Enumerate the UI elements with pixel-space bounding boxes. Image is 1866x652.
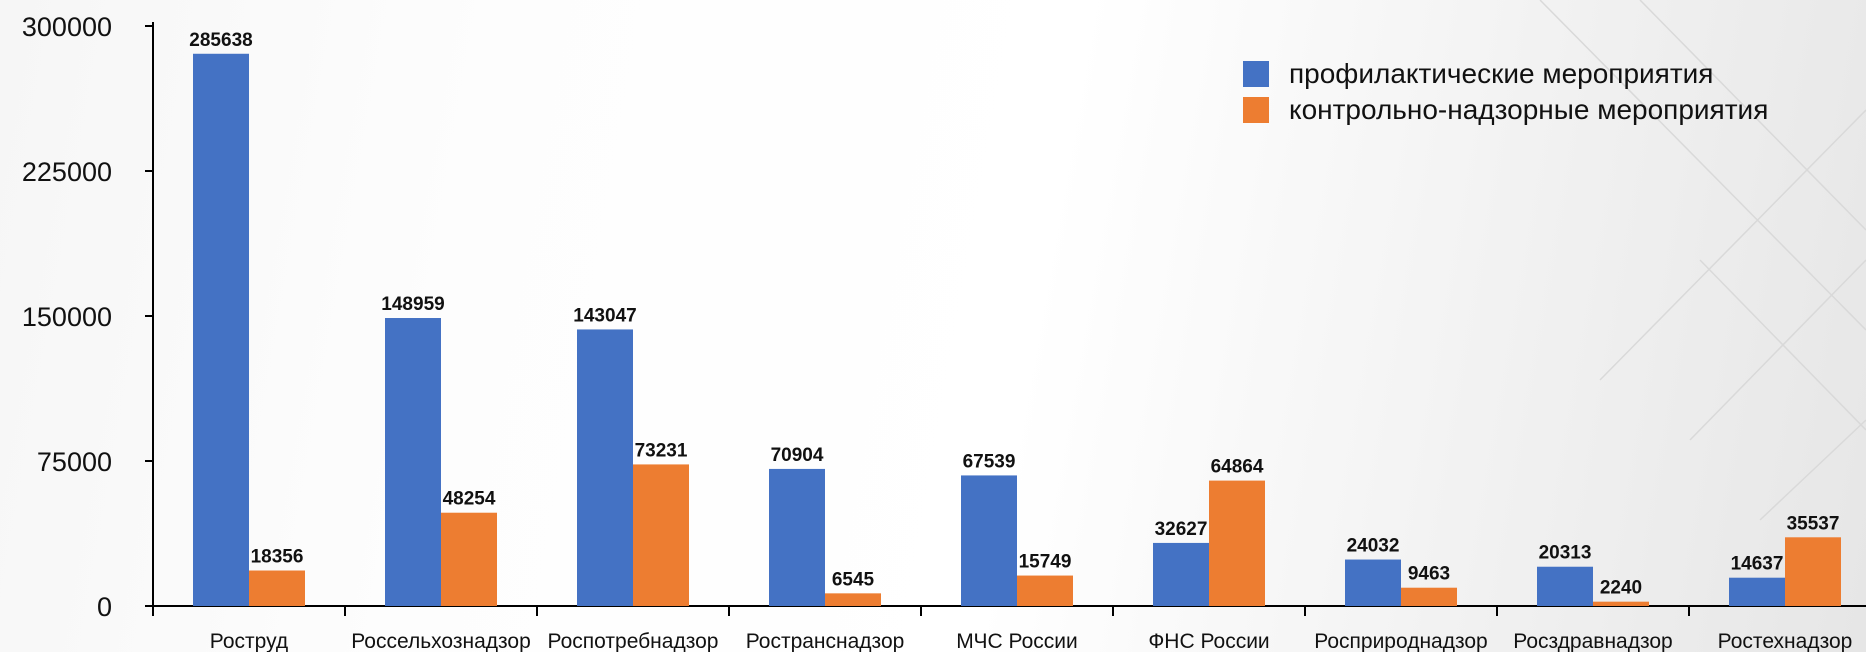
data-label: 143047 [573,305,636,326]
bar-control [441,512,497,606]
data-label: 73231 [635,440,688,461]
bar-control [1017,575,1073,606]
data-label: 35537 [1787,513,1840,534]
bar-control [825,593,881,606]
bar-preventive [1153,542,1209,606]
background-pattern [1539,0,1866,521]
data-label: 6545 [832,569,875,590]
y-tick-label: 0 [97,592,112,622]
bar-control [249,570,305,606]
y-tick-label: 75000 [37,447,112,477]
bar-preventive [1345,559,1401,606]
bar-preventive [1729,577,1785,606]
data-label: 32627 [1155,519,1208,540]
legend: профилактические мероприятия контрольно-… [1243,56,1768,128]
data-label: 48254 [443,489,496,510]
x-tick-label: Роспотребнадзор [548,630,719,652]
data-label: 148959 [381,294,444,315]
data-label: 14637 [1731,554,1784,575]
data-label: 285638 [189,30,252,51]
legend-swatch-control [1243,97,1269,123]
data-labels: 285638 148959 143047 70904 67539 32627 24032 20… [189,30,1839,599]
data-label: 24032 [1347,536,1400,557]
bars [193,53,1841,606]
data-label: 67539 [963,451,1016,472]
bar-control [1209,480,1265,606]
bar-preventive [193,53,249,606]
x-tick-label: Россельхознадзор [351,630,531,652]
bar-preventive [385,318,441,606]
y-tick-label: 150000 [22,302,112,332]
data-label: 2240 [1600,578,1642,599]
data-label: 9463 [1408,564,1450,585]
data-label: 18356 [251,547,304,568]
bar-control [1785,537,1841,606]
legend-item-preventive: профилактические мероприятия [1243,56,1768,92]
legend-swatch-preventive [1243,61,1269,87]
bar-control [1401,587,1457,606]
x-tick-label: Роструд [210,630,288,652]
x-tick-label: Ростехнадзор [1718,630,1853,652]
legend-item-control: контрольно-надзорные мероприятия [1243,92,1768,128]
x-tick-label: ФНС России [1148,630,1269,652]
axes: 0 75000 150000 225000 300000 Роструд Россельхо… [22,12,1866,652]
bar-control [1593,601,1649,606]
bar-preventive [1537,566,1593,606]
bar-control [633,464,689,606]
data-label: 15749 [1019,552,1072,573]
x-tick-label: Росприроднадзор [1314,630,1487,652]
legend-label-control: контрольно-надзорные мероприятия [1289,94,1769,125]
data-label: 20313 [1539,543,1592,564]
x-tick-label: Росздравнадзор [1513,630,1672,652]
legend-label-preventive: профилактические мероприятия [1289,58,1714,89]
bar-preventive [769,468,825,606]
y-tick-label: 300000 [22,12,112,42]
x-tick-label: МЧС России [956,630,1077,652]
data-label: 70904 [771,445,824,466]
bar-preventive [961,475,1017,606]
y-tick-label: 225000 [22,157,112,187]
x-tick-label: Ространснадзор [746,630,905,652]
data-label: 64864 [1211,457,1264,478]
bar-preventive [577,329,633,606]
